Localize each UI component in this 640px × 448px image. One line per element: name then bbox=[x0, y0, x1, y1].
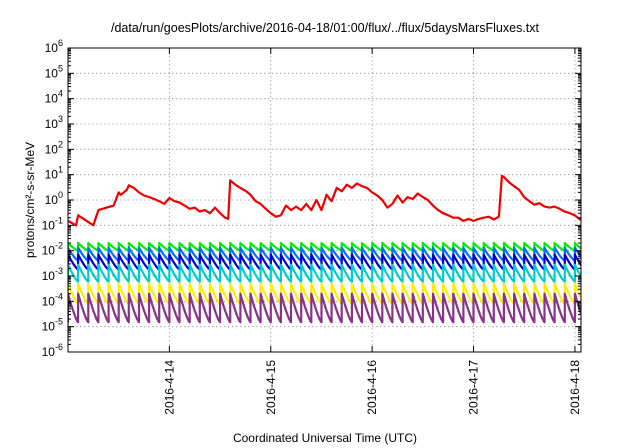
y-tick-label: 105 bbox=[45, 63, 63, 80]
x-tick-label: 2016-4-14 bbox=[162, 360, 176, 415]
x-tick-label: 2016-4-18 bbox=[568, 360, 582, 415]
x-tick-label: 2016-4-17 bbox=[467, 360, 481, 415]
y-tick-label: 10-4 bbox=[42, 291, 63, 308]
y-tick-label: 101 bbox=[45, 165, 63, 182]
x-axis-label: Coordinated Universal Time (UTC) bbox=[233, 431, 417, 445]
x-tick-label: 2016-4-15 bbox=[264, 360, 278, 415]
x-tick-labels: 2016-4-14 2016-4-15 2016-4-16 2016-4-17 2016… bbox=[162, 360, 582, 415]
series-line bbox=[68, 174, 581, 227]
y-tick-label: 102 bbox=[45, 139, 63, 156]
y-tick-label: 104 bbox=[45, 89, 63, 106]
y-tick-labels: 10-6 10-5 10-4 10-3 10-2 10-1 100 101 102 103 104 1… bbox=[42, 38, 63, 359]
chart-title: /data/run/goesPlots/archive/2016-04-18/0… bbox=[111, 21, 540, 35]
y-tick-label: 10-2 bbox=[42, 241, 63, 258]
y-tick-label: 10-1 bbox=[42, 215, 63, 232]
y-tick-label: 10-5 bbox=[42, 317, 63, 334]
series-line bbox=[68, 292, 581, 324]
y-tick-label: 10-3 bbox=[42, 266, 63, 283]
y-axis-label: protons/cm²-s-sr-MeV bbox=[23, 142, 37, 258]
y-tick-label: 103 bbox=[45, 114, 63, 131]
y-tick-label: 100 bbox=[45, 190, 63, 207]
y-tick-label: 10-6 bbox=[42, 342, 63, 359]
axis-ticks bbox=[68, 47, 581, 353]
series-layer bbox=[68, 174, 581, 324]
series-line bbox=[68, 263, 581, 283]
y-tick-label: 106 bbox=[45, 38, 63, 55]
x-tick-label: 2016-4-16 bbox=[365, 360, 379, 415]
